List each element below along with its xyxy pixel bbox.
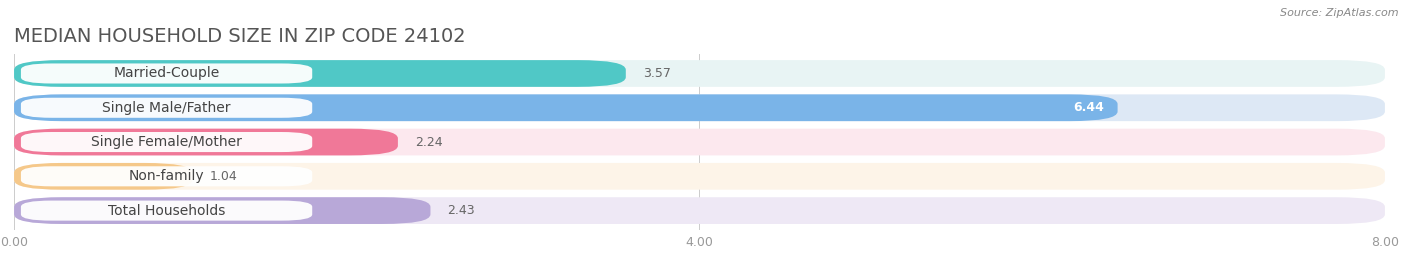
Text: Total Households: Total Households (108, 204, 225, 218)
FancyBboxPatch shape (14, 60, 1385, 87)
Text: Source: ZipAtlas.com: Source: ZipAtlas.com (1281, 8, 1399, 18)
FancyBboxPatch shape (21, 132, 312, 152)
FancyBboxPatch shape (14, 197, 1385, 224)
FancyBboxPatch shape (21, 64, 312, 84)
Text: 2.43: 2.43 (447, 204, 475, 217)
Text: 6.44: 6.44 (1073, 101, 1104, 114)
Text: Single Female/Mother: Single Female/Mother (91, 135, 242, 149)
Text: MEDIAN HOUSEHOLD SIZE IN ZIP CODE 24102: MEDIAN HOUSEHOLD SIZE IN ZIP CODE 24102 (14, 28, 465, 46)
Text: Married-Couple: Married-Couple (114, 66, 219, 80)
Text: 3.57: 3.57 (643, 67, 671, 80)
FancyBboxPatch shape (21, 200, 312, 221)
FancyBboxPatch shape (14, 129, 1385, 155)
FancyBboxPatch shape (14, 197, 430, 224)
FancyBboxPatch shape (14, 163, 1385, 190)
FancyBboxPatch shape (14, 94, 1118, 121)
FancyBboxPatch shape (14, 94, 1385, 121)
FancyBboxPatch shape (14, 163, 193, 190)
Text: 1.04: 1.04 (209, 170, 238, 183)
Text: 2.24: 2.24 (415, 136, 443, 148)
Text: Single Male/Father: Single Male/Father (103, 101, 231, 115)
Text: Non-family: Non-family (129, 169, 204, 183)
FancyBboxPatch shape (21, 98, 312, 118)
FancyBboxPatch shape (21, 166, 312, 186)
FancyBboxPatch shape (14, 60, 626, 87)
FancyBboxPatch shape (14, 129, 398, 155)
